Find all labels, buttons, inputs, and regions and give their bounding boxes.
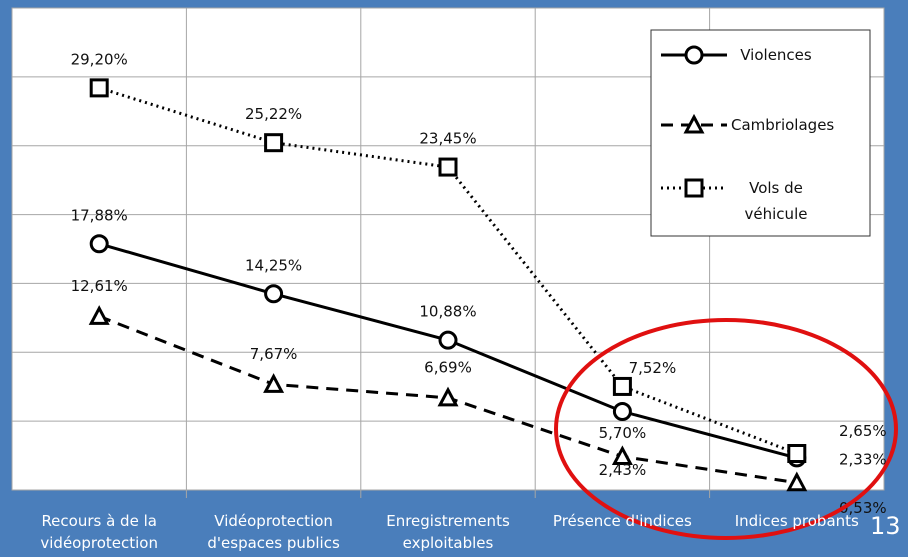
data-label: 25,22%: [245, 105, 302, 123]
legend-marker: [684, 45, 704, 65]
marker: [612, 402, 632, 422]
data-label: 12,61%: [71, 277, 128, 295]
legend-marker: [684, 178, 704, 198]
marker: [438, 330, 458, 350]
series-line: [98, 86, 798, 455]
data-label: 14,25%: [245, 256, 302, 274]
marker: [437, 386, 459, 407]
marker: [88, 305, 110, 325]
marker: [264, 133, 284, 153]
x-tick-label: Enregistrements exploitables: [386, 512, 510, 552]
data-label: 2,43%: [599, 461, 647, 479]
highlight-ellipse: [554, 318, 898, 540]
data-label: 10,88%: [419, 303, 476, 321]
data-label: 5,70%: [599, 424, 647, 442]
slide-number: 13: [870, 512, 901, 540]
legend-label: Cambriolages: [731, 116, 835, 134]
marker: [89, 234, 109, 254]
x-tick-label: Vidéoprotection d'espaces publics: [207, 512, 340, 552]
marker: [438, 157, 458, 177]
marker: [263, 373, 285, 393]
legend-marker: [683, 113, 705, 134]
x-tick-label: Présence d'indices: [552, 512, 692, 530]
marker: [611, 445, 633, 466]
data-label: 2,65%: [839, 422, 887, 440]
marker: [264, 284, 284, 304]
data-label: 17,88%: [71, 206, 128, 224]
data-label: 2,33%: [839, 450, 887, 468]
data-label: 7,52%: [629, 359, 677, 377]
marker: [612, 376, 632, 396]
data-label: 7,67%: [250, 345, 298, 363]
data-label: 6,69%: [424, 358, 472, 376]
legend-label: Vols de véhicule: [744, 179, 808, 223]
legend-label: Violences: [740, 46, 812, 64]
x-tick-label: Indices probants: [734, 512, 859, 530]
marker: [786, 471, 808, 492]
data-label: 29,20%: [71, 50, 128, 68]
marker: [89, 78, 109, 98]
x-tick-label: Recours à de la vidéoprotection: [40, 512, 158, 552]
data-label: 23,45%: [419, 130, 476, 148]
marker: [787, 444, 807, 464]
